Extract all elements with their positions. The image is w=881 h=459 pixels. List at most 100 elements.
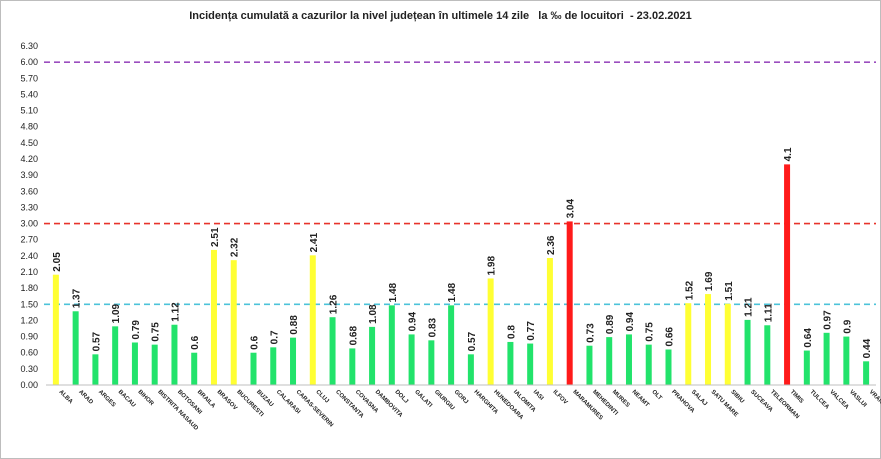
data-label: 1.09 (111, 303, 122, 323)
x-tick-label: IASI (532, 389, 545, 402)
y-tick-label: 3.60 (20, 186, 38, 196)
y-tick-label: 0.60 (20, 348, 38, 358)
data-label: 0.77 (526, 321, 537, 341)
bar (566, 221, 573, 385)
data-label: 1.37 (72, 288, 83, 308)
bar (171, 324, 178, 385)
bar (685, 303, 692, 385)
data-label: 1.52 (684, 280, 695, 300)
bar (369, 326, 376, 385)
data-label: 0.66 (665, 327, 676, 347)
data-label: 3.04 (566, 199, 577, 219)
x-tick-label: VALCEA (828, 389, 850, 411)
bar (724, 303, 731, 385)
data-label: 0.83 (427, 317, 438, 337)
bar (843, 336, 850, 385)
y-tick-label: 0.90 (20, 332, 38, 342)
bar (764, 325, 771, 385)
data-label: 0.79 (131, 320, 142, 340)
data-label: 1.08 (368, 304, 379, 324)
bar (586, 345, 593, 385)
x-tick-label: GIURGIU (433, 389, 455, 411)
bar (191, 352, 198, 385)
data-label: 0.94 (625, 312, 636, 332)
x-tick-label: MURES (611, 389, 631, 409)
data-label: 0.8 (506, 325, 517, 339)
y-tick-label: 1.50 (20, 299, 38, 309)
data-label: 2.32 (230, 237, 241, 257)
bar (210, 249, 217, 385)
y-tick-label: 3.00 (20, 219, 38, 229)
bar (645, 344, 652, 385)
y-tick-label: 4.20 (20, 154, 38, 164)
y-tick-label: 2.10 (20, 267, 38, 277)
x-tick-label: ARAD (77, 389, 94, 406)
y-tick-label: 0.00 (20, 380, 38, 390)
data-label: 1.26 (329, 294, 340, 314)
bar (784, 164, 791, 385)
x-tick-label: BUZAU (255, 389, 274, 408)
bar (527, 343, 534, 385)
bar (606, 337, 613, 385)
bar (744, 319, 751, 385)
data-label: 0.9 (842, 319, 853, 333)
bar (487, 278, 494, 385)
bar (329, 317, 336, 385)
bar (151, 344, 158, 385)
data-label: 1.21 (744, 297, 755, 317)
bar (349, 348, 356, 385)
x-tick-label: ILFOV (552, 389, 569, 406)
x-tick-label: ALBA (57, 389, 73, 405)
data-label: 0.75 (645, 322, 656, 342)
bar (388, 305, 395, 385)
bar (131, 342, 138, 385)
y-tick-label: 4.50 (20, 138, 38, 148)
x-tick-label: TIMIS (789, 389, 805, 405)
data-label: 0.57 (467, 331, 478, 351)
data-label: 2.05 (52, 252, 63, 272)
data-label: 2.41 (309, 232, 320, 252)
y-tick-label: 3.90 (20, 170, 38, 180)
threshold-lines (44, 61, 876, 306)
data-label: 1.98 (487, 256, 498, 276)
data-labels: 2.05 1.37 0.57 1.09 0.79 0.75 1.12 0.6 2.51 2.32 0… (52, 147, 873, 358)
data-label: 0.6 (190, 335, 201, 349)
y-tick-label: 5.70 (20, 73, 38, 83)
data-label: 1.51 (724, 281, 735, 301)
data-label: 0.7 (269, 330, 280, 344)
bar (625, 334, 632, 385)
x-tick-label: BRASOV (216, 389, 238, 411)
y-tick-label: 2.40 (20, 251, 38, 261)
bar (467, 354, 474, 385)
y-tick-label: 5.10 (20, 106, 38, 116)
x-tick-label: DOLJ (393, 389, 409, 405)
bar (270, 347, 277, 385)
x-tick-label: VRANCEA (868, 389, 881, 415)
data-label: 2.36 (546, 235, 557, 255)
data-label: 0.68 (348, 326, 359, 346)
data-label: 1.11 (763, 303, 774, 322)
bar (72, 311, 79, 385)
bar (52, 274, 59, 385)
x-tick-label: GALATI (413, 389, 433, 409)
x-tick-label: BACAU (117, 389, 137, 409)
x-tick-label: NEAMT (631, 389, 651, 409)
data-label: 2.51 (210, 227, 221, 247)
data-label: 4.1 (783, 147, 794, 161)
x-tick-label: GORJ (453, 389, 469, 405)
y-tick-label: 1.20 (20, 315, 38, 325)
y-tick-label: 0.30 (20, 364, 38, 374)
x-tick-label: CARAS-SEVERIN (295, 389, 334, 428)
bar (665, 349, 672, 385)
data-label: 0.89 (605, 314, 616, 334)
x-tick-label: CLUJ (314, 389, 329, 404)
bar (507, 341, 514, 385)
y-tick-label: 6.30 (20, 41, 38, 51)
data-label: 0.44 (862, 338, 873, 358)
bar (408, 334, 415, 385)
bar (290, 337, 297, 385)
y-tick-label: 5.40 (20, 89, 38, 99)
bar (863, 361, 870, 385)
data-label: 0.64 (803, 328, 814, 348)
